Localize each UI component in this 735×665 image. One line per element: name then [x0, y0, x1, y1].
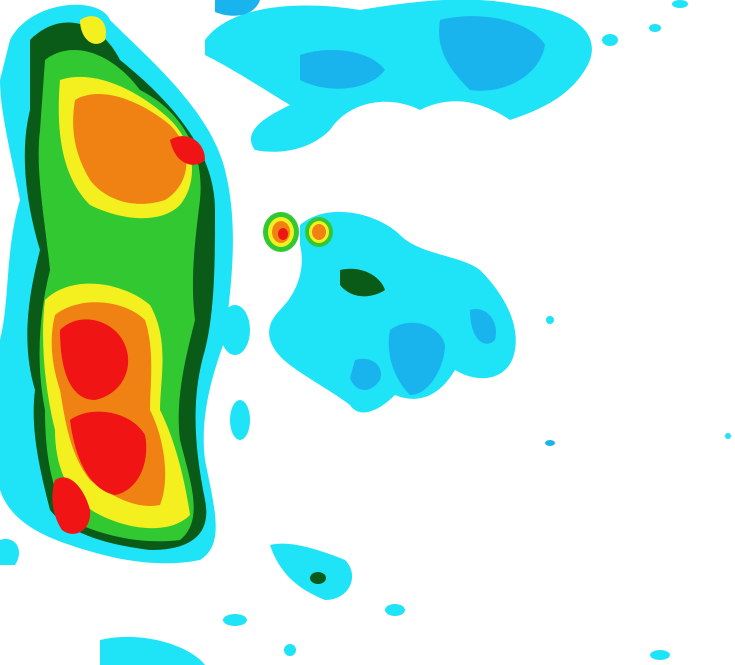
scattered-echoes — [0, 305, 731, 665]
main-storm-system — [0, 4, 233, 564]
upper-cyan-field — [205, 0, 688, 152]
small-cells — [205, 185, 333, 252]
middle-cyan-field — [269, 211, 516, 413]
